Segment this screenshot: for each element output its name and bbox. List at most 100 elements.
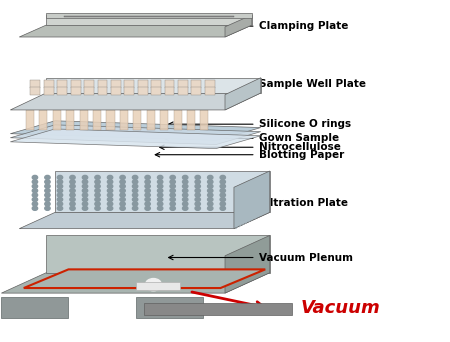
Circle shape bbox=[145, 202, 150, 206]
Circle shape bbox=[145, 193, 150, 197]
Circle shape bbox=[45, 197, 50, 201]
Circle shape bbox=[158, 206, 163, 210]
Bar bbox=[133, 110, 141, 130]
Circle shape bbox=[158, 193, 163, 197]
Bar bbox=[44, 80, 54, 88]
Circle shape bbox=[108, 189, 113, 193]
Text: Clamping Plate: Clamping Plate bbox=[169, 21, 348, 31]
Bar bbox=[98, 87, 108, 95]
Circle shape bbox=[145, 180, 150, 184]
Circle shape bbox=[220, 189, 225, 193]
Polygon shape bbox=[55, 171, 270, 212]
Bar bbox=[135, 297, 202, 317]
Polygon shape bbox=[46, 13, 252, 18]
Text: Nitrocellulose: Nitrocellulose bbox=[160, 142, 340, 152]
Circle shape bbox=[145, 197, 150, 201]
Circle shape bbox=[82, 180, 88, 184]
Circle shape bbox=[120, 206, 125, 210]
Circle shape bbox=[220, 193, 225, 197]
Circle shape bbox=[158, 189, 163, 193]
Bar bbox=[124, 87, 134, 95]
Circle shape bbox=[195, 175, 200, 180]
Circle shape bbox=[207, 175, 213, 180]
Circle shape bbox=[57, 189, 63, 193]
Bar bbox=[53, 110, 61, 130]
Circle shape bbox=[70, 202, 75, 206]
Polygon shape bbox=[225, 15, 252, 37]
Circle shape bbox=[108, 180, 113, 184]
Circle shape bbox=[158, 197, 163, 201]
Circle shape bbox=[132, 206, 138, 210]
Circle shape bbox=[108, 184, 113, 188]
Circle shape bbox=[108, 202, 113, 206]
Circle shape bbox=[183, 197, 188, 201]
Bar bbox=[120, 110, 128, 130]
Circle shape bbox=[95, 180, 100, 184]
Text: Silicone O rings: Silicone O rings bbox=[169, 119, 351, 129]
Circle shape bbox=[70, 184, 75, 188]
Circle shape bbox=[32, 206, 38, 210]
Bar bbox=[84, 87, 94, 95]
Circle shape bbox=[195, 180, 200, 184]
Circle shape bbox=[32, 193, 38, 197]
Circle shape bbox=[183, 184, 188, 188]
Circle shape bbox=[95, 184, 100, 188]
Circle shape bbox=[120, 180, 125, 184]
Circle shape bbox=[170, 189, 176, 193]
Bar bbox=[111, 87, 121, 95]
Polygon shape bbox=[10, 121, 261, 141]
Circle shape bbox=[82, 184, 88, 188]
Circle shape bbox=[45, 189, 50, 193]
Circle shape bbox=[57, 175, 63, 180]
Circle shape bbox=[108, 206, 113, 210]
Circle shape bbox=[132, 175, 138, 180]
Bar bbox=[205, 80, 215, 88]
Circle shape bbox=[82, 206, 88, 210]
Circle shape bbox=[195, 193, 200, 197]
Circle shape bbox=[145, 175, 150, 180]
Circle shape bbox=[207, 202, 213, 206]
Polygon shape bbox=[10, 125, 261, 145]
Circle shape bbox=[183, 206, 188, 210]
Polygon shape bbox=[46, 15, 252, 25]
Circle shape bbox=[207, 206, 213, 210]
Circle shape bbox=[57, 180, 63, 184]
Bar bbox=[124, 80, 134, 88]
Circle shape bbox=[132, 197, 138, 201]
Bar bbox=[71, 87, 81, 95]
Circle shape bbox=[57, 206, 63, 210]
Circle shape bbox=[120, 202, 125, 206]
Circle shape bbox=[158, 180, 163, 184]
Bar bbox=[80, 110, 88, 130]
Polygon shape bbox=[234, 171, 270, 229]
Circle shape bbox=[32, 180, 38, 184]
Circle shape bbox=[145, 184, 150, 188]
Circle shape bbox=[220, 180, 225, 184]
Bar bbox=[107, 110, 115, 130]
Text: Gown Sample: Gown Sample bbox=[164, 133, 339, 143]
Bar bbox=[44, 87, 54, 95]
Bar bbox=[66, 110, 74, 130]
Circle shape bbox=[207, 180, 213, 184]
Circle shape bbox=[45, 202, 50, 206]
Bar bbox=[200, 110, 208, 130]
Circle shape bbox=[95, 202, 100, 206]
Circle shape bbox=[195, 197, 200, 201]
Circle shape bbox=[207, 193, 213, 197]
Bar bbox=[187, 110, 195, 130]
Polygon shape bbox=[19, 212, 270, 229]
Circle shape bbox=[120, 197, 125, 201]
Circle shape bbox=[170, 184, 176, 188]
Circle shape bbox=[82, 189, 88, 193]
Circle shape bbox=[207, 184, 213, 188]
Circle shape bbox=[132, 202, 138, 206]
Circle shape bbox=[82, 202, 88, 206]
Bar bbox=[138, 87, 148, 95]
Circle shape bbox=[120, 175, 125, 180]
Circle shape bbox=[195, 206, 200, 210]
Bar bbox=[135, 282, 180, 290]
Circle shape bbox=[95, 206, 100, 210]
Circle shape bbox=[32, 202, 38, 206]
Circle shape bbox=[183, 180, 188, 184]
Circle shape bbox=[57, 202, 63, 206]
